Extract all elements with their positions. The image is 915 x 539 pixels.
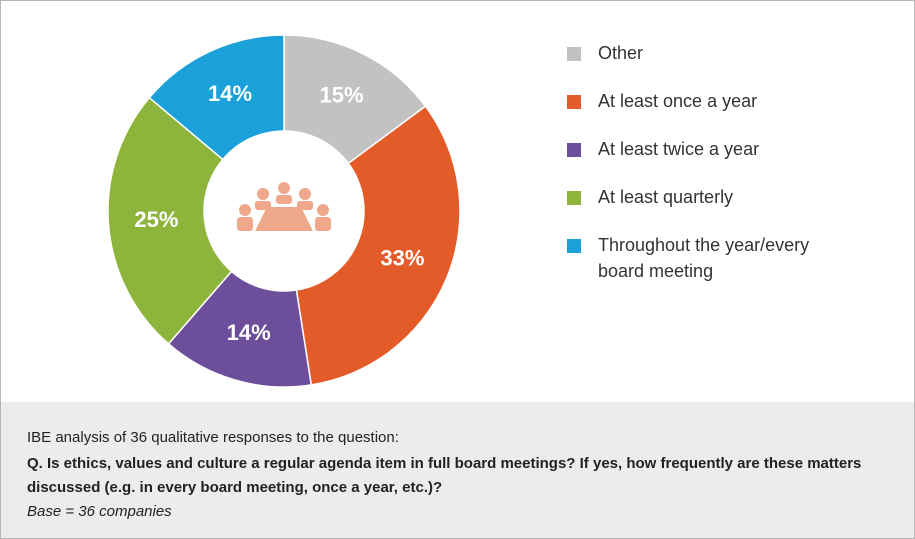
legend-item: At least once a year [567, 91, 867, 114]
legend-label: Other [598, 43, 644, 63]
data-label: 15% [320, 82, 364, 107]
legend-swatch [567, 47, 581, 61]
legend-swatch [567, 95, 581, 109]
legend-label: At least once a year [598, 91, 758, 111]
footer-question: Q. Is ethics, values and culture a regul… [27, 455, 862, 496]
legend-label: Throughout the year/every board meeting [598, 235, 810, 281]
data-label: 25% [134, 207, 178, 232]
legend-swatch [567, 239, 581, 253]
donut-slice [295, 105, 461, 386]
legend: Other At least once a year At least twice … [567, 43, 867, 311]
data-label: 14% [227, 320, 271, 345]
chart: 15% 33% 14% 25% 14% [107, 34, 461, 388]
data-label: 14% [208, 81, 252, 106]
legend-label: At least quarterly [598, 187, 734, 207]
legend-item: At least quarterly [567, 187, 867, 210]
footer-note: IBE analysis of 36 qualitative responses… [27, 429, 399, 446]
legend-label: At least twice a year [598, 139, 760, 159]
footer: IBE analysis of 36 qualitative responses… [1, 402, 914, 538]
legend-item: Other [567, 43, 867, 66]
legend-item: Throughout the year/every board meeting [567, 235, 867, 284]
footer-base: Base = 36 companies [27, 503, 172, 520]
legend-swatch [567, 191, 581, 205]
donut-slice [107, 96, 233, 345]
data-label: 33% [380, 245, 424, 270]
meeting-icon [237, 182, 331, 231]
legend-item: At least twice a year [567, 139, 867, 162]
legend-swatch [567, 143, 581, 157]
donut-slice [148, 34, 285, 161]
